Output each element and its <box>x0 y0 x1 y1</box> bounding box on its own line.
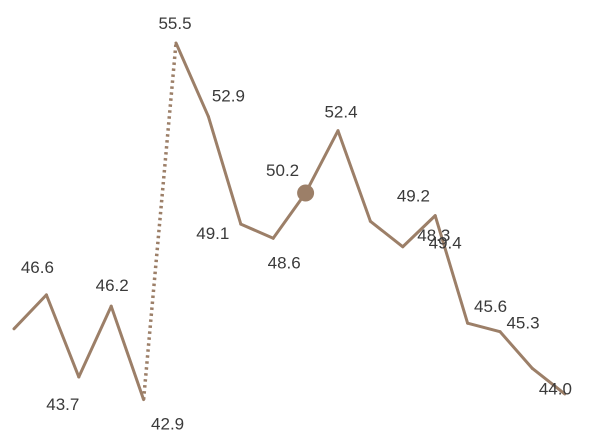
data-label: 46.2 <box>96 276 129 295</box>
data-label: 45.6 <box>474 297 507 316</box>
series-segment <box>206 115 243 226</box>
highlighted-data-point <box>297 184 315 202</box>
series-segment <box>239 222 275 240</box>
data-label: 55.5 <box>158 14 191 33</box>
data-label: 49.2 <box>397 186 430 205</box>
series-segment <box>271 191 308 240</box>
series-segment <box>368 219 405 249</box>
series-segment <box>174 41 210 119</box>
series-segment <box>77 304 113 379</box>
data-point-group <box>297 184 315 202</box>
data-label: 43.7 <box>46 395 79 414</box>
data-label: 45.3 <box>506 314 539 333</box>
series-segment <box>401 214 437 249</box>
series-segment <box>466 321 502 334</box>
series-line-group <box>12 41 567 402</box>
data-label: 50.2 <box>266 161 299 180</box>
series-segment <box>109 304 146 402</box>
data-label: 48.6 <box>268 253 301 272</box>
series-dotted-segment <box>141 42 178 400</box>
data-label: 42.9 <box>151 415 184 434</box>
data-label: 48.3 <box>417 226 450 245</box>
series-segment <box>433 214 470 325</box>
data-label: 52.4 <box>324 103 357 122</box>
series-segment <box>498 330 534 370</box>
series-segment <box>336 129 372 223</box>
series-segment <box>12 293 48 331</box>
series-segment <box>44 293 81 379</box>
data-label: 49.4 <box>429 234 462 253</box>
series-segment <box>530 366 567 396</box>
data-label-group: 46.6 43.7 46.2 42.9 55.5 52.9 49.1 48.6 50.2 52.4… <box>21 14 572 434</box>
series-segment <box>304 129 340 195</box>
data-label: 49.1 <box>196 224 229 243</box>
data-label: 46.6 <box>21 258 54 277</box>
data-label: 52.9 <box>212 87 245 106</box>
data-label: 44.0 <box>539 379 572 398</box>
